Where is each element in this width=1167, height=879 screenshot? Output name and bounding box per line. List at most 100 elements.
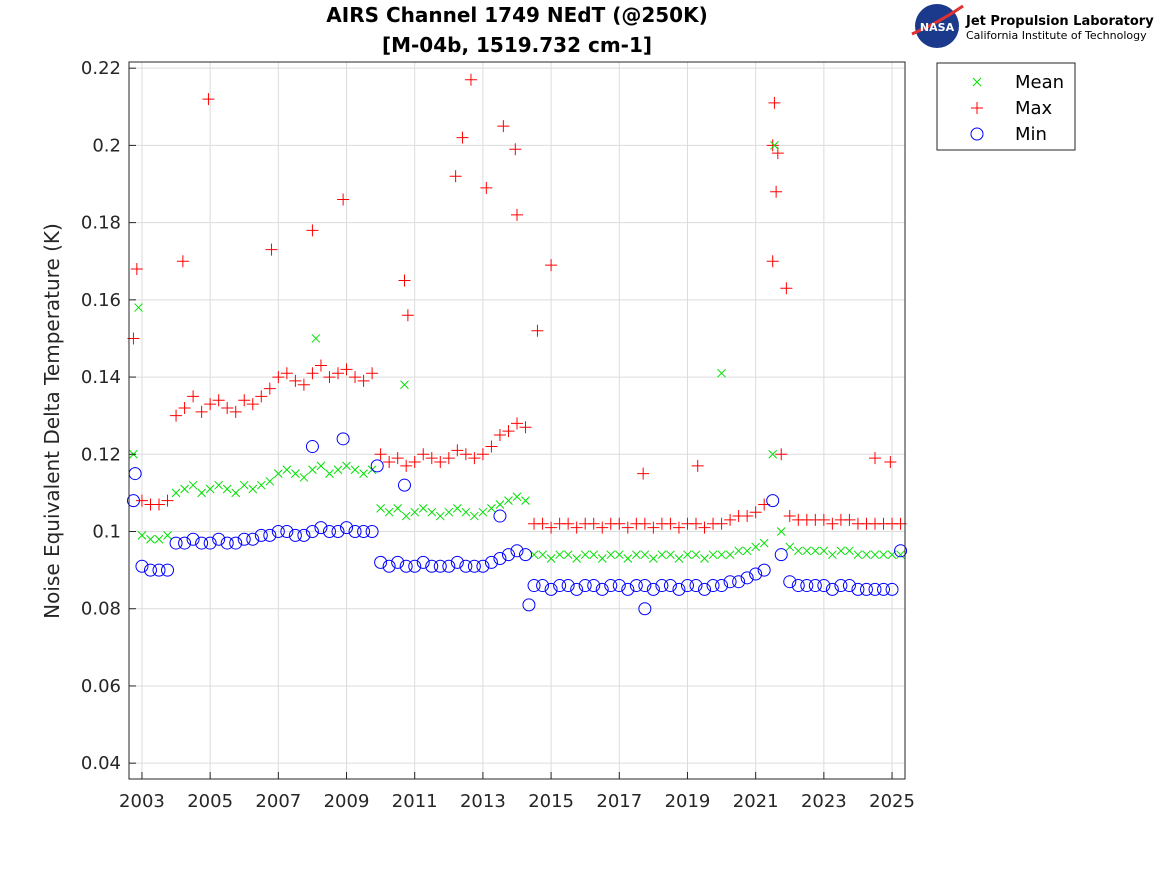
nasa-swoosh-icon — [911, 4, 964, 36]
max-point — [587, 517, 600, 530]
min-point — [169, 536, 183, 550]
max-point — [843, 513, 856, 526]
y-tick-label: 0.12 — [81, 444, 121, 465]
jpl-subtitle: California Institute of Technology — [966, 29, 1147, 42]
min-point — [749, 567, 763, 581]
min-point — [288, 528, 302, 542]
legend: Mean Max Min — [936, 62, 1076, 151]
y-tick-label: 0.18 — [81, 213, 121, 234]
min-point — [723, 575, 737, 589]
mean-point — [691, 550, 701, 560]
x-tick-label: 2007 — [255, 791, 301, 812]
mean-point — [555, 550, 564, 560]
min-point — [783, 575, 797, 589]
max-point — [306, 367, 319, 380]
y-tick-label: 0.14 — [81, 367, 121, 388]
max-point — [349, 371, 362, 384]
min-point — [433, 559, 447, 573]
min-point — [297, 528, 311, 542]
min-point — [842, 579, 856, 593]
max-point — [621, 521, 634, 534]
mean-point — [870, 550, 880, 560]
max-point — [374, 448, 387, 461]
mean-point — [197, 488, 206, 498]
y-tick-label: 0.22 — [81, 58, 121, 79]
max-point — [187, 390, 200, 403]
max-point — [672, 521, 685, 534]
max-outlier-point — [306, 224, 319, 237]
max-point — [442, 452, 455, 465]
mean-point — [734, 546, 743, 556]
y-tick-label: 0.04 — [81, 753, 121, 774]
mean-point — [163, 531, 172, 540]
mean-point — [299, 473, 309, 482]
min-point — [800, 579, 814, 593]
legend-label: Min — [1015, 124, 1047, 145]
min-point — [621, 582, 635, 596]
axes-ticks: 2003 2005 2007 2009 2011 2013 2015 2017 2019 2021… — [81, 58, 915, 812]
mean-point — [853, 550, 863, 560]
data-points — [126, 73, 908, 616]
max-point — [613, 517, 626, 530]
mean-outlier-point — [134, 303, 143, 312]
min-point — [689, 579, 703, 593]
mean-point — [342, 461, 351, 471]
min-outlier-point — [305, 440, 319, 454]
min-point — [399, 559, 413, 573]
max-point — [562, 517, 575, 530]
max-point — [340, 363, 353, 376]
min-point — [331, 525, 345, 539]
y-tick-label: 0.06 — [81, 676, 121, 697]
min-point — [126, 494, 140, 508]
legend-box — [936, 62, 1076, 151]
jpl-name: Jet Propulsion Laboratory — [965, 14, 1154, 29]
max-outlier-point — [868, 452, 881, 465]
max-point — [451, 444, 464, 457]
max-point — [135, 494, 148, 507]
mean-point — [776, 527, 786, 536]
max-outlier-point — [265, 243, 278, 256]
x-tick-label: 2003 — [119, 791, 165, 812]
min-point — [212, 532, 226, 546]
y-axis-label: Noise Equivalent Delta Temperature (K) — [40, 223, 64, 619]
max-point — [229, 405, 242, 418]
max-point — [161, 494, 174, 507]
legend-item-mean: Mean — [972, 72, 1064, 93]
grid — [129, 62, 905, 779]
max-point — [289, 374, 302, 387]
mean-point — [742, 546, 752, 556]
mean-point — [316, 461, 326, 471]
min-point — [715, 579, 729, 593]
mean-point — [649, 554, 658, 563]
mean-point — [589, 550, 599, 560]
min-point — [220, 536, 234, 550]
min-outlier-point — [397, 478, 411, 492]
mean-point — [401, 511, 411, 521]
mean-point — [282, 465, 292, 475]
min-point — [484, 555, 498, 569]
mean-point — [393, 503, 403, 513]
y-tick-label: 0.1 — [92, 522, 121, 543]
x-tick-label: 2021 — [733, 791, 779, 812]
mean-point — [478, 507, 488, 517]
min-point — [894, 544, 908, 558]
x-tick-label: 2005 — [187, 791, 233, 812]
mean-point — [572, 554, 582, 563]
mean-point — [188, 480, 198, 490]
min-outlier-point — [370, 459, 384, 473]
min-outlier-point — [493, 509, 507, 523]
mean-point — [487, 503, 496, 513]
min-point — [544, 582, 558, 596]
mean-point — [597, 554, 607, 563]
min-outlier-point — [128, 467, 142, 481]
x-tick-label: 2015 — [528, 791, 574, 812]
x-tick-label: 2017 — [596, 791, 642, 812]
max-outlier-point — [766, 255, 779, 268]
max-point — [323, 371, 336, 384]
mean-point — [256, 480, 266, 490]
min-point — [604, 579, 618, 593]
mean-point — [546, 554, 556, 563]
min-point — [655, 579, 669, 593]
min-point — [161, 563, 175, 577]
mean-point — [154, 534, 164, 544]
